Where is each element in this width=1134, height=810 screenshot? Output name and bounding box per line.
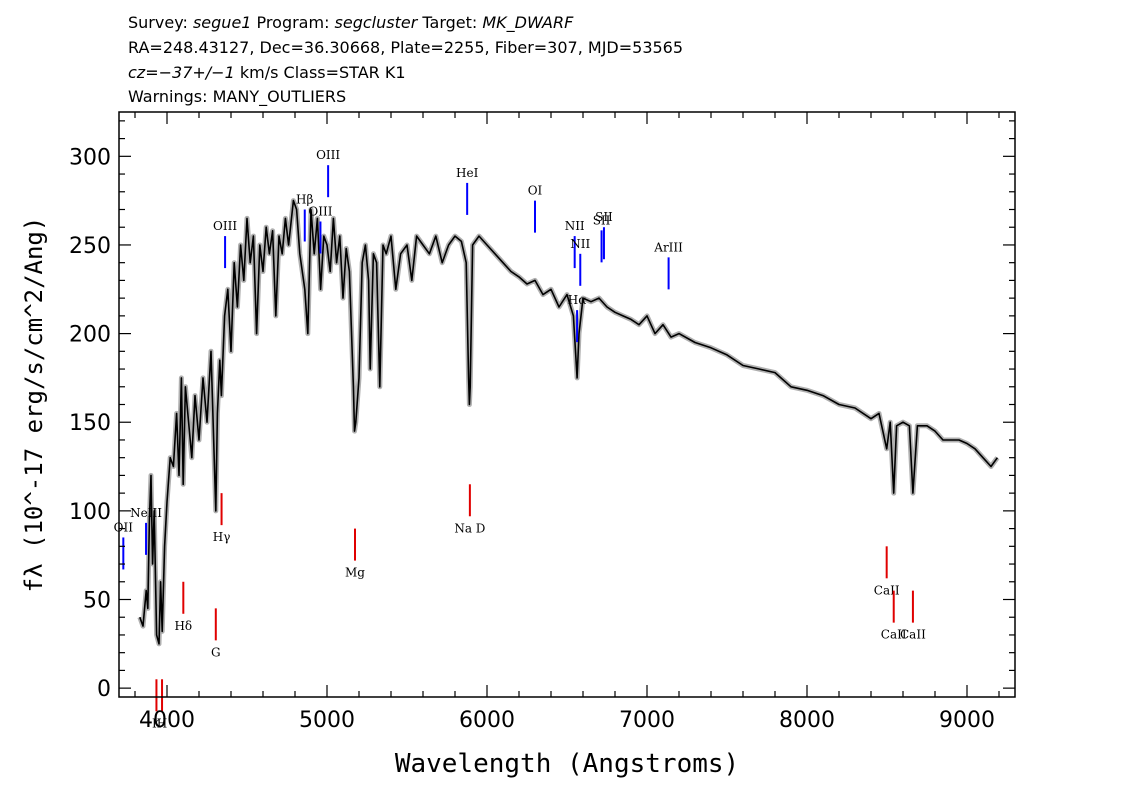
absorption-label: Mg xyxy=(345,566,365,580)
emission-label: OII xyxy=(114,520,134,534)
emission-label: OIII xyxy=(213,219,237,233)
header-segment: Target: xyxy=(417,13,483,32)
y-tick-label: 300 xyxy=(69,145,111,170)
y-tick-label: 200 xyxy=(69,323,111,348)
header-segment: segcluster xyxy=(334,13,418,32)
y-tick-label: 250 xyxy=(69,234,111,259)
absorption-label: CaII xyxy=(881,628,907,642)
header-segment: segue1 xyxy=(192,13,252,32)
emission-label: SII xyxy=(593,213,611,227)
x-tick-label: 4000 xyxy=(139,708,195,733)
header-line-3: cz=−37+/−1 km/s Class=STAR K1 xyxy=(128,63,406,82)
header-line-1: Survey: segue1 Program: segcluster Targe… xyxy=(128,13,573,32)
header-line-4: Warnings: MANY_OUTLIERS xyxy=(128,87,347,106)
absorption-label: G xyxy=(211,645,221,659)
x-axis-label: Wavelength (Angstroms) xyxy=(395,749,739,779)
absorption-label: CaII xyxy=(874,583,900,597)
x-tick-label: 6000 xyxy=(459,708,515,733)
header-line-2: RA=248.43127, Dec=36.30668, Plate=2255, … xyxy=(128,38,684,57)
emission-label: OI xyxy=(528,184,543,198)
absorption-label: H xyxy=(157,716,167,730)
emission-label: OIII xyxy=(316,148,340,162)
header-segment: Survey: xyxy=(128,13,193,32)
absorption-label: Hδ xyxy=(174,619,192,633)
header-segment: −37+/−1 xyxy=(158,63,235,82)
emission-label: Hα xyxy=(568,293,587,307)
x-tick-label: 8000 xyxy=(779,708,835,733)
x-tick-label: 7000 xyxy=(619,708,675,733)
emission-label: Hβ xyxy=(296,193,313,207)
plot-frame xyxy=(118,111,1016,698)
header-segment: cz= xyxy=(128,63,159,82)
emission-label: SII xyxy=(595,210,613,224)
absorption-label: Na D xyxy=(454,521,485,535)
x-tick-label: 9000 xyxy=(939,708,995,733)
y-tick-label: 50 xyxy=(83,589,111,614)
header-segment: Program: xyxy=(251,13,335,32)
emission-label: OIII xyxy=(308,205,332,219)
emission-label: HeI xyxy=(456,166,479,180)
emission-label: NII xyxy=(570,237,590,251)
header-segment: MK_DWARF xyxy=(482,13,574,32)
y-axis-label: fλ (10^-17 erg/s/cm^2/Ang) xyxy=(20,217,48,593)
emission-label: ArIII xyxy=(653,240,683,254)
header-segment: km/s Class=STAR K1 xyxy=(234,63,406,82)
absorption-label: Hγ xyxy=(213,530,231,544)
x-tick-label: 5000 xyxy=(299,708,355,733)
y-tick-label: 150 xyxy=(69,411,111,436)
absorption-label: K xyxy=(152,716,162,730)
spectrum-line xyxy=(139,199,999,645)
emission-label: NII xyxy=(565,219,585,233)
error-band xyxy=(137,198,1000,647)
y-tick-label: 100 xyxy=(69,500,111,525)
y-tick-label: 0 xyxy=(97,677,111,702)
absorption-label: CaII xyxy=(900,628,926,642)
emission-label: NeIII xyxy=(130,506,162,520)
